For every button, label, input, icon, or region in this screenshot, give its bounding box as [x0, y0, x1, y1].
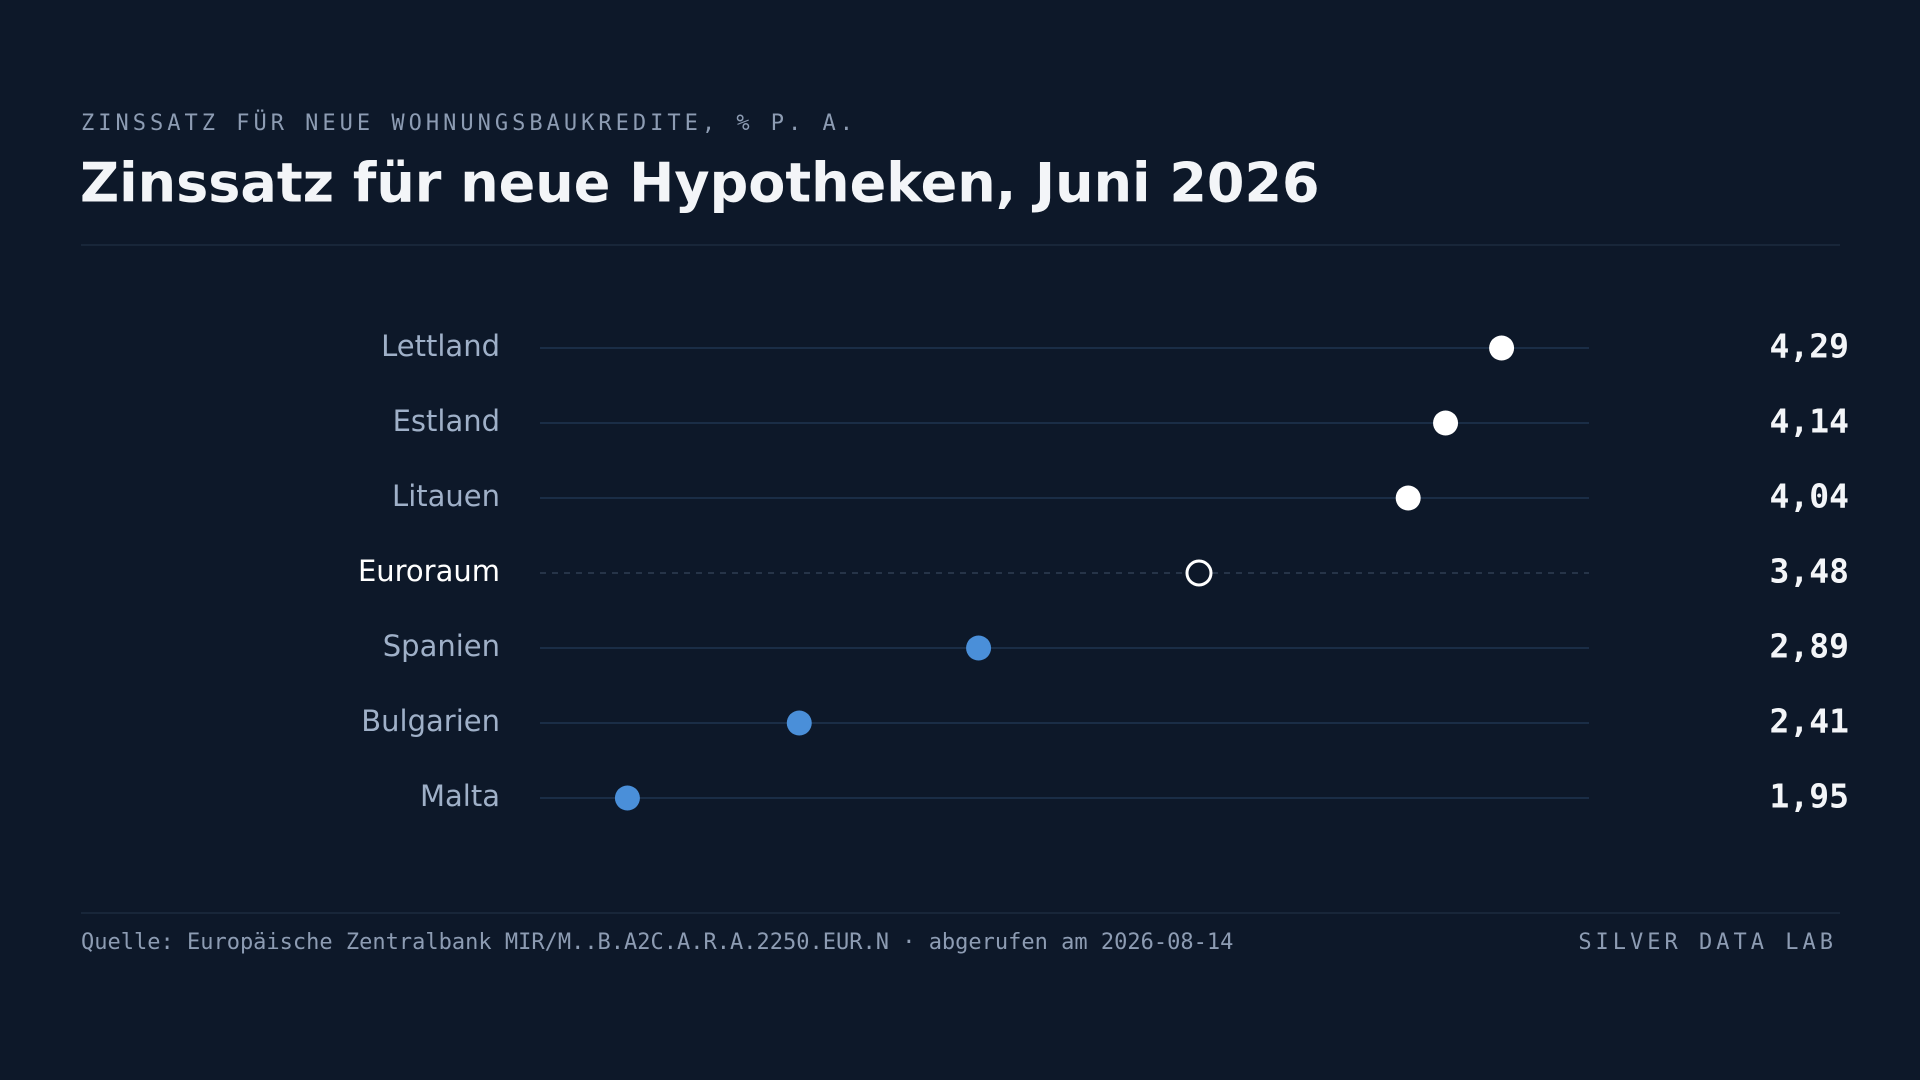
dot [966, 635, 992, 661]
value-label: 4,14 [1770, 402, 1849, 441]
chart-subtitle: ZINSSATZ FÜR NEUE WOHNUNGSBAUKREDITE, % … [81, 110, 857, 136]
value-label: 2,89 [1770, 627, 1849, 666]
dot [1433, 410, 1459, 436]
category-label: Spanien [383, 629, 500, 663]
value-label: 4,04 [1770, 477, 1849, 516]
dot [1395, 485, 1421, 511]
source-note: Quelle: Europäische Zentralbank MIR/M..B… [81, 930, 1233, 955]
category-label: Litauen [392, 479, 500, 513]
category-label: Malta [420, 779, 500, 813]
dot [1489, 335, 1515, 361]
value-label: 3,48 [1770, 552, 1849, 591]
category-label: Bulgarien [361, 704, 500, 738]
dot [1185, 559, 1213, 587]
brand: SILVER DATA LAB [1578, 930, 1837, 955]
value-label: 1,95 [1770, 777, 1849, 816]
dot [614, 785, 640, 811]
value-label: 2,41 [1770, 702, 1849, 741]
category-label: Estland [393, 404, 500, 438]
value-label: 4,29 [1770, 327, 1849, 366]
dot [786, 710, 812, 736]
category-label: Lettland [381, 329, 500, 363]
category-label: Euroraum [358, 554, 500, 588]
chart-title: Zinssatz für neue Hypotheken, Juni 2026 [80, 152, 1320, 215]
